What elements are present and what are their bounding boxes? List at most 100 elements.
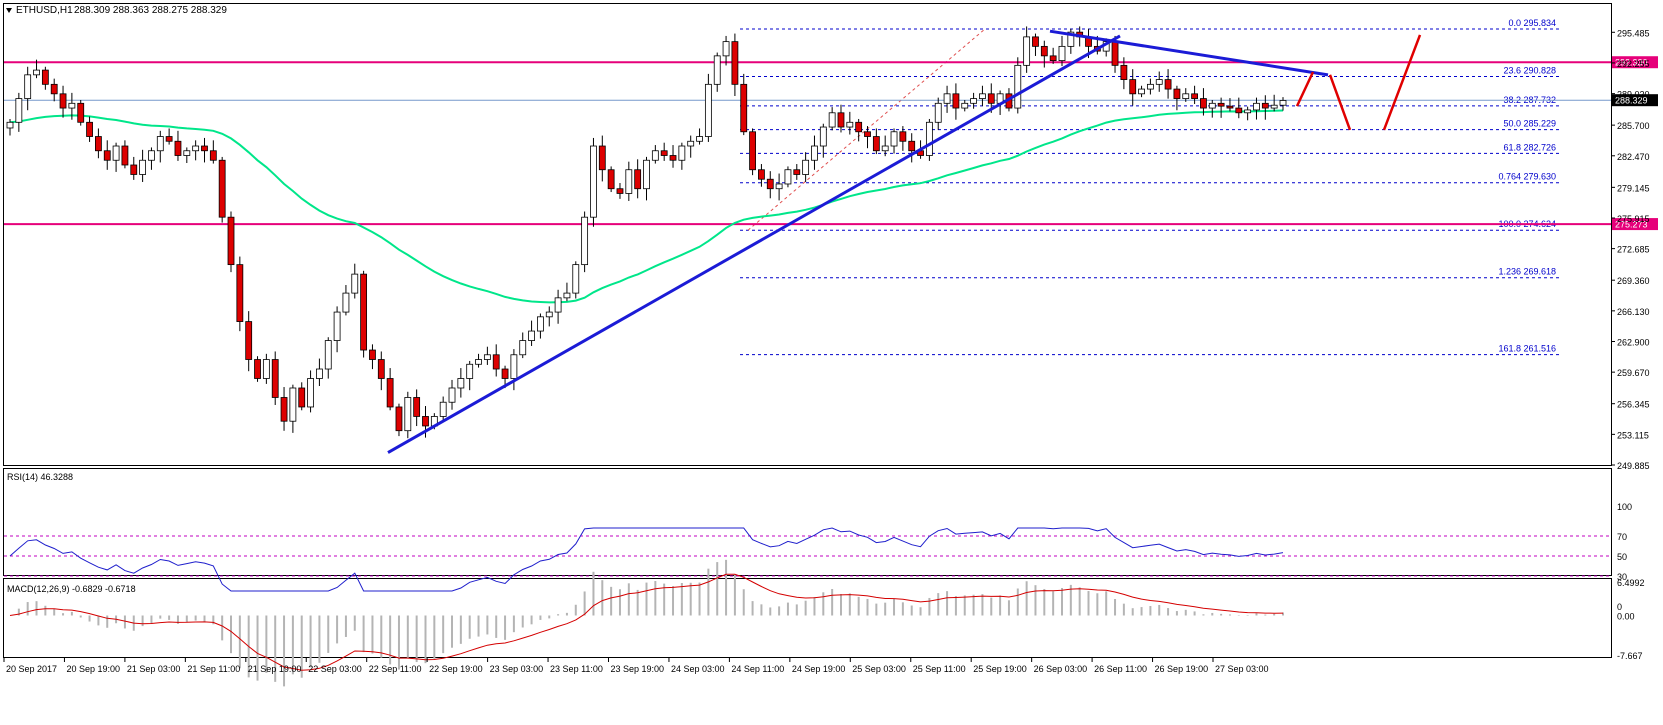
candle-bull xyxy=(890,131,898,147)
candle-bull xyxy=(1146,83,1154,90)
candle-bull xyxy=(704,83,712,137)
time-tick-label: 21 Sep 03:00 xyxy=(127,664,181,674)
candle-bull xyxy=(333,311,341,341)
candle-bear xyxy=(952,93,960,109)
rsi-tick-label: 100 xyxy=(1617,502,1632,512)
time-tick-label: 25 Sep 03:00 xyxy=(852,664,906,674)
candle-bull xyxy=(1253,102,1260,111)
candle-bull xyxy=(970,98,977,104)
candle-bull xyxy=(554,297,562,313)
candle-bull xyxy=(351,273,359,294)
macd-panel-frame xyxy=(3,578,1612,658)
time-tick-label: 24 Sep 19:00 xyxy=(792,664,846,674)
time-axis: 20 Sep 2017 20 Sep 19:00 21 Sep 03:00 21 Se… xyxy=(3,658,1269,674)
time-tick-label: 27 Sep 03:00 xyxy=(1215,664,1269,674)
candle-bear xyxy=(1217,102,1225,107)
candle-bull xyxy=(979,93,986,99)
candle-bear xyxy=(377,359,385,379)
rsi-panel: RSI(14) 46.3288 100 70 50 30 0 xyxy=(4,472,1632,612)
projection-arrows xyxy=(1295,34,1422,131)
candle-bear xyxy=(422,416,429,427)
candle-bear xyxy=(872,136,880,152)
candle-bull xyxy=(625,169,633,194)
symbol-title: ETHUSD,H1 xyxy=(16,5,73,16)
time-tick-label: 24 Sep 11:00 xyxy=(731,664,784,674)
time-tick-label: 25 Sep 11:00 xyxy=(913,664,966,674)
candle-bear xyxy=(855,121,863,133)
fib-level-label: 0.0 295.834 xyxy=(1508,18,1556,28)
resistance-trendline xyxy=(1049,29,1329,77)
price-tick-label: 292.255 xyxy=(1617,59,1650,69)
candle-bull xyxy=(439,401,447,417)
horizontal-level-tag xyxy=(1612,218,1658,231)
candle-bull xyxy=(192,145,200,152)
rsi-tick-label: 30 xyxy=(1617,572,1627,582)
candle-bull xyxy=(148,150,155,161)
macd-tick-label: 0.00 xyxy=(1617,611,1635,621)
candle-bear xyxy=(209,150,217,161)
candle-bull xyxy=(24,74,32,99)
time-tick-label: 24 Sep 03:00 xyxy=(671,664,725,674)
fib-level-label: 61.8 282.726 xyxy=(1503,142,1556,152)
time-tick-label: 25 Sep 19:00 xyxy=(973,664,1027,674)
time-tick-label: 22 Sep 03:00 xyxy=(308,664,362,674)
candle-bear xyxy=(634,169,642,190)
candle-bull xyxy=(1182,93,1190,99)
candle-bear xyxy=(236,264,244,322)
candle-bear xyxy=(1040,45,1048,57)
candle-bull xyxy=(156,136,164,152)
candle-bear xyxy=(369,349,376,360)
candle-bear xyxy=(413,397,421,417)
candle-bear xyxy=(121,145,129,166)
rsi-line xyxy=(9,527,1284,592)
candle-bear xyxy=(501,368,509,379)
candle-bear xyxy=(41,69,49,85)
candle-bear xyxy=(607,169,615,190)
time-tick-label: 22 Sep 11:00 xyxy=(369,664,422,674)
candle-bull xyxy=(643,159,650,190)
candle-bear xyxy=(395,406,403,432)
candle-bear xyxy=(130,164,138,175)
candle-bull xyxy=(934,102,942,123)
price-tick-label: 269.360 xyxy=(1617,276,1650,286)
candle-bull xyxy=(1014,64,1022,109)
price-tick-label: 289.020 xyxy=(1617,90,1650,100)
candle-bear xyxy=(758,169,765,180)
current-price-label: 288.329 xyxy=(1615,96,1648,106)
chart-menu-arrow-icon[interactable] xyxy=(6,8,12,13)
current-price-tag xyxy=(1612,94,1658,107)
candle-bull xyxy=(1067,31,1075,47)
candle-bear xyxy=(766,178,774,190)
moving-average xyxy=(9,109,1284,304)
candle-bull xyxy=(33,69,40,76)
candle-bear xyxy=(50,83,58,95)
candle-bull xyxy=(802,159,810,175)
candle-bull xyxy=(846,121,854,128)
candle-bear xyxy=(1032,36,1039,47)
candle-bull xyxy=(784,169,792,185)
fib-level-label: 0.764 279.630 xyxy=(1498,172,1556,182)
candle-bull xyxy=(537,316,544,332)
candle-bear xyxy=(245,321,253,360)
time-tick-label: 21 Sep 11:00 xyxy=(187,664,240,674)
candle-bull xyxy=(289,387,297,422)
candle-bull xyxy=(943,93,951,104)
rsi-title: RSI(14) 46.3288 xyxy=(7,472,73,482)
candle-bear xyxy=(254,359,261,379)
candle-bull xyxy=(307,378,314,408)
candle-bull xyxy=(15,98,23,123)
candle-bull xyxy=(139,159,147,175)
price-tick-label: 256.345 xyxy=(1617,400,1650,410)
rsi-tick-label: 50 xyxy=(1617,552,1627,562)
candle-bull xyxy=(6,121,14,129)
candle-bull xyxy=(483,354,491,360)
price-tick-label: 266.130 xyxy=(1617,307,1650,317)
candle-bull xyxy=(68,102,76,109)
candle-bull xyxy=(687,140,695,147)
projection-path xyxy=(1295,34,1422,131)
candle-bear xyxy=(1261,102,1269,109)
candle-bear xyxy=(669,155,677,161)
candle-bear xyxy=(1235,107,1243,114)
